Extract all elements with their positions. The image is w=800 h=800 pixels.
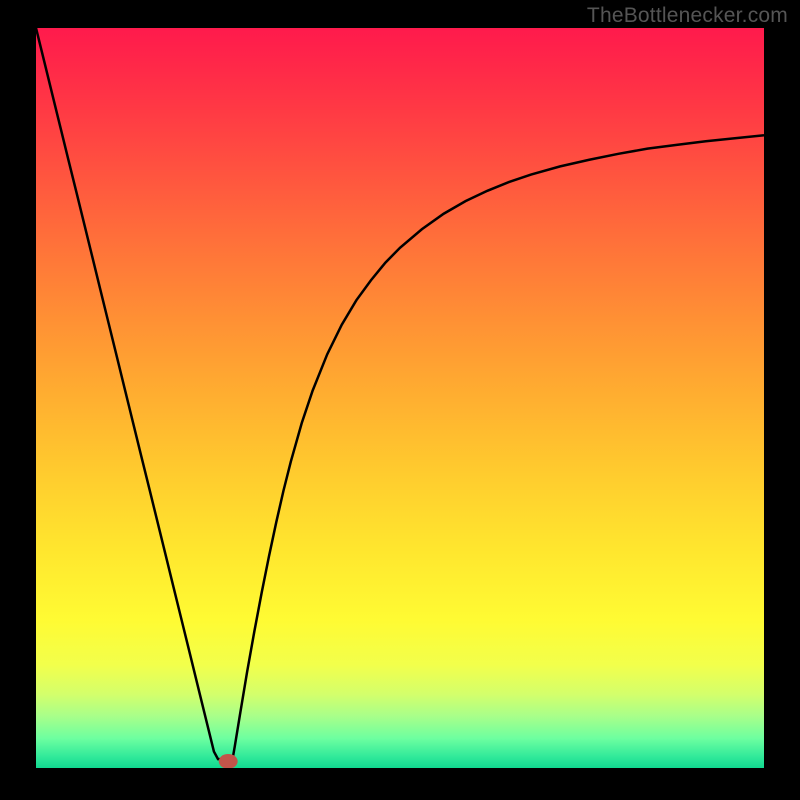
curve-line bbox=[36, 28, 764, 768]
watermark-text: TheBottlenecker.com bbox=[587, 4, 788, 28]
bottleneck-curve bbox=[36, 28, 764, 759]
plot-area bbox=[36, 28, 764, 768]
chart-root: TheBottlenecker.com bbox=[0, 0, 800, 800]
